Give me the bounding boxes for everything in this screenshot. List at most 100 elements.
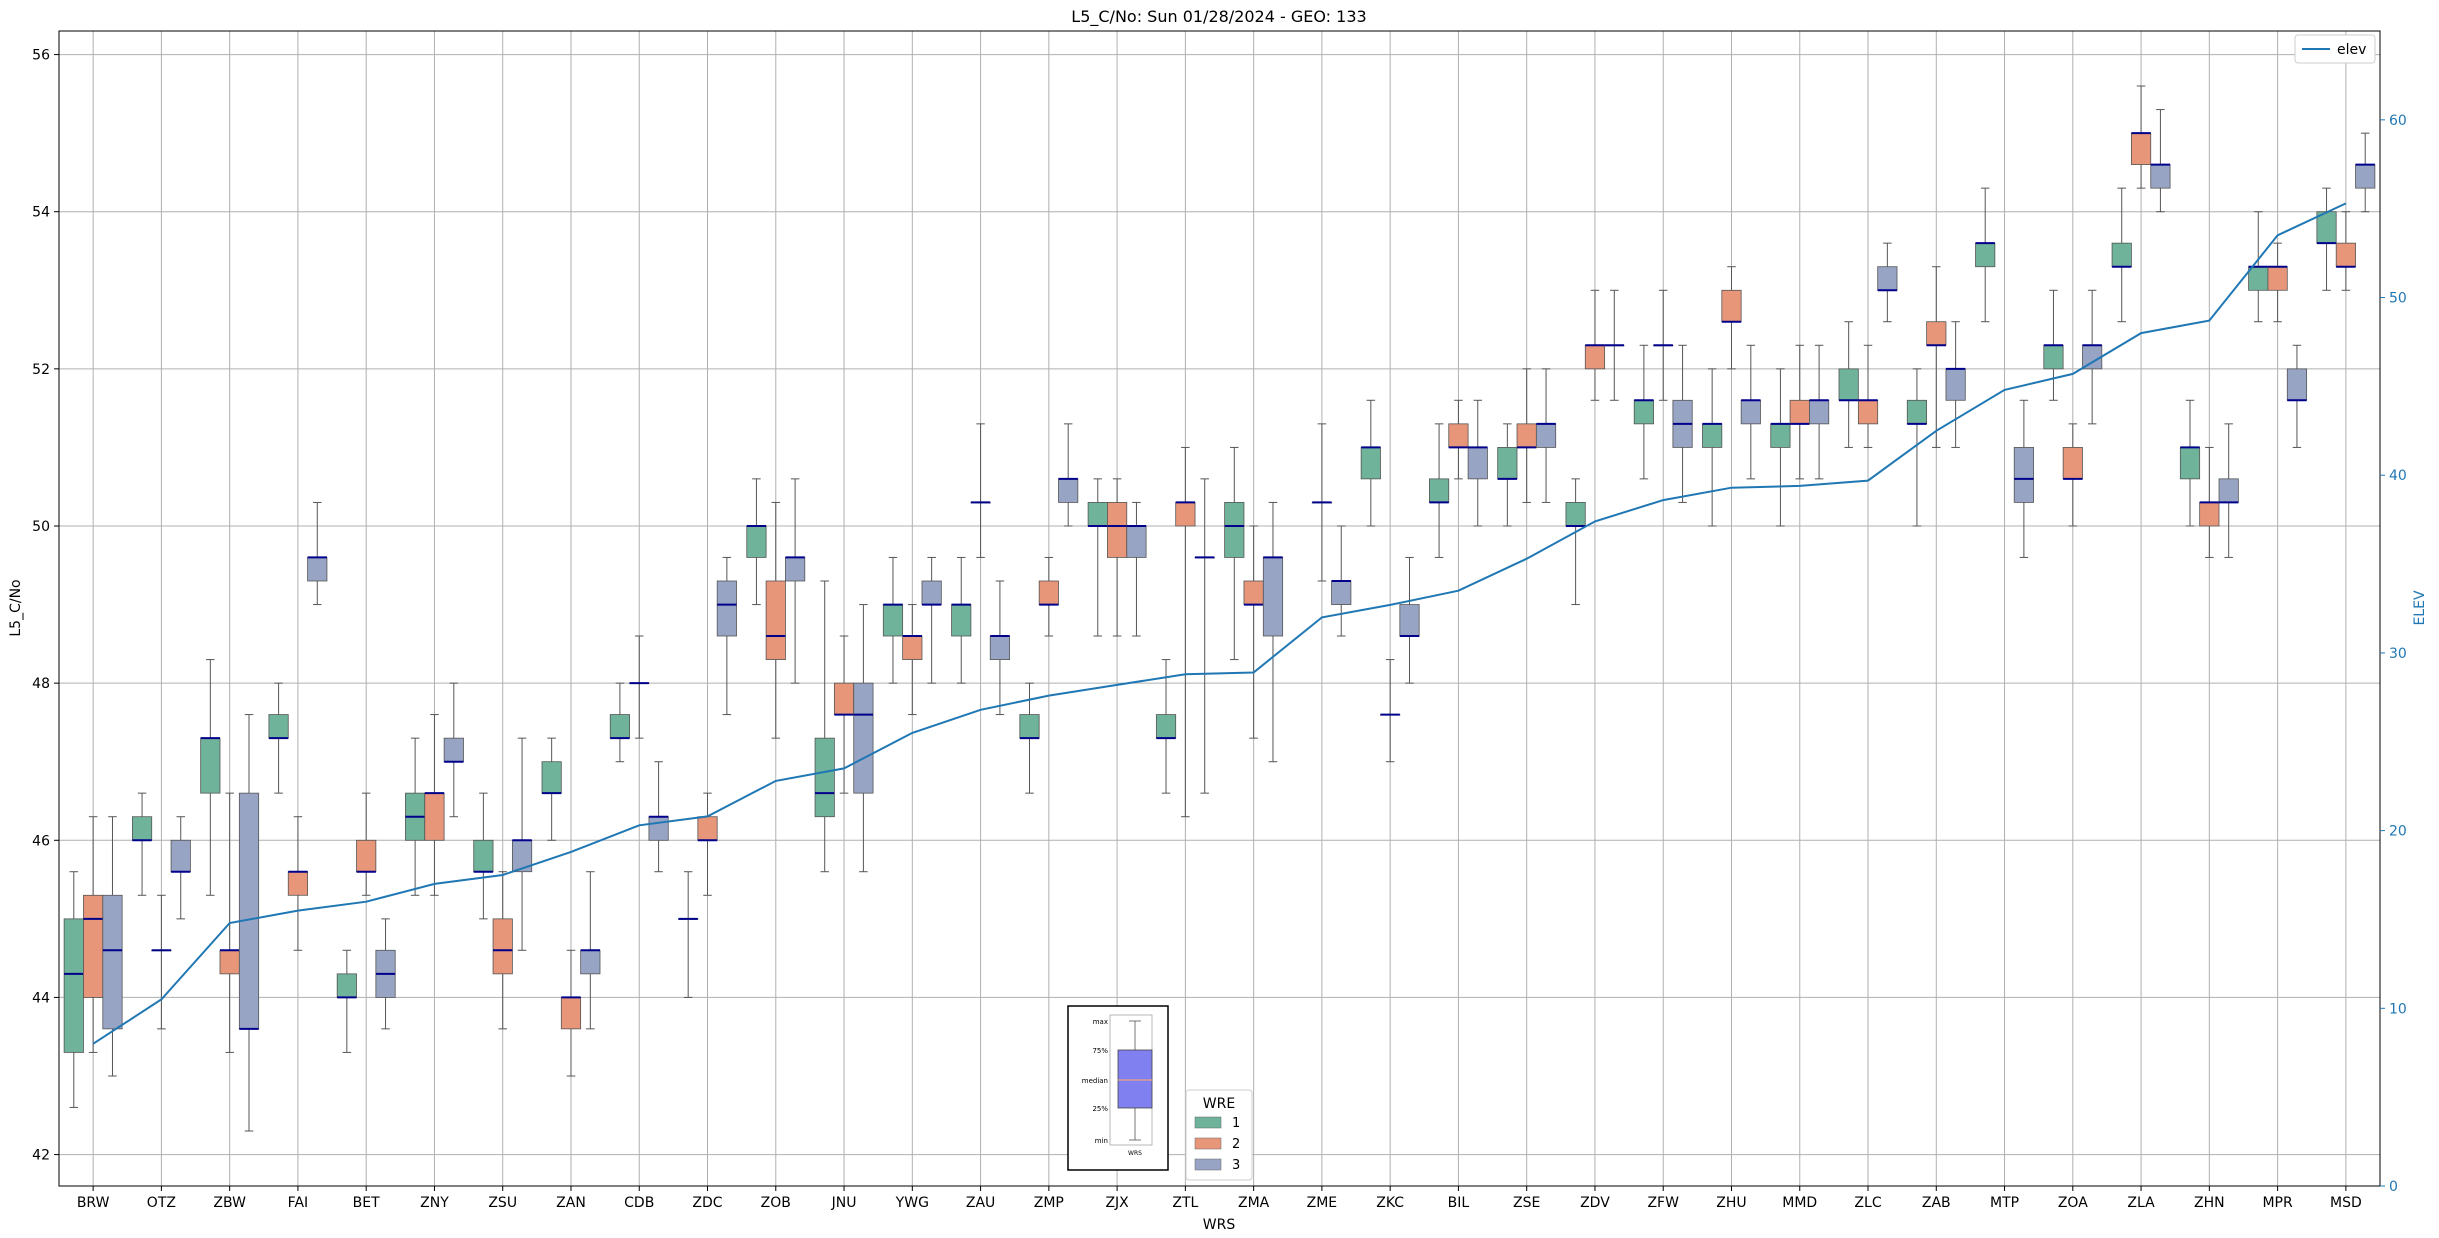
box-iqr	[951, 604, 972, 637]
x-tick-label: ZJX	[1105, 1195, 1129, 1211]
y-tick-label: 56	[32, 48, 50, 64]
x-tick-label: ZMA	[1238, 1195, 1270, 1211]
x-tick-label: ZSE	[1513, 1195, 1540, 1211]
box-iqr	[1087, 502, 1108, 527]
box-plot-zfw-wre2	[1653, 289, 1674, 401]
box-iqr	[83, 894, 104, 998]
box-iqr	[1126, 525, 1147, 558]
box-iqr	[1399, 604, 1420, 637]
box-plot-bet-wre3	[375, 918, 396, 1030]
y2-tick-label: 60	[2389, 113, 2407, 129]
box-plot-ztl-wre3	[1194, 478, 1215, 794]
box-iqr	[2131, 132, 2152, 165]
box-iqr	[1497, 447, 1518, 480]
box-plot-zse-wre2	[1516, 368, 1537, 503]
box-iqr	[1058, 478, 1079, 503]
box-plot-mmd-wre2	[1789, 344, 1810, 480]
y2-tick-label: 30	[2389, 646, 2407, 662]
plot-frame	[58, 30, 2381, 1187]
box-plot-zhu-wre1	[1702, 368, 1723, 527]
box-iqr	[307, 557, 328, 582]
x-tick-label: ZBW	[213, 1195, 246, 1211]
y-tick-label: 54	[32, 205, 50, 221]
box-iqr	[1809, 399, 1830, 425]
box-plot-bil-wre3	[1467, 399, 1488, 527]
box-iqr	[473, 839, 494, 873]
box-plot-ztl-wre1	[1155, 659, 1177, 794]
box-plot-zla-wre1	[2111, 187, 2132, 323]
x-axis-label: WRS	[1203, 1217, 1236, 1233]
elev-legend: elev	[2294, 34, 2376, 64]
box-iqr	[1584, 344, 1606, 370]
box-plot-fai-wre3	[307, 501, 328, 606]
y-tick-label: 46	[32, 833, 50, 849]
box-plots	[63, 85, 2376, 1132]
y2-tick-label: 40	[2389, 468, 2407, 484]
box-iqr	[1429, 478, 1450, 503]
box-plot-zbw-wre3	[238, 714, 260, 1132]
box-iqr	[785, 557, 806, 582]
box-iqr	[902, 635, 923, 660]
box-plot-zfw-wre3	[1672, 344, 1693, 503]
box-plot-bil-wre1	[1429, 423, 1450, 558]
box-iqr	[1906, 399, 1928, 425]
boxplot-key-box	[1117, 1049, 1153, 1109]
box-plot-zdv-wre3	[1604, 289, 1625, 401]
box-iqr	[1360, 447, 1381, 480]
x-tick-label: ZTL	[1172, 1195, 1198, 1211]
x-tick-label: MTP	[1990, 1195, 2019, 1211]
box-plot-zdc-wre2	[697, 792, 718, 896]
box-iqr	[580, 949, 601, 975]
box-plot-zma-wre3	[1262, 501, 1284, 763]
box-iqr	[200, 737, 221, 794]
x-tick-label: ZNY	[420, 1195, 449, 1211]
box-iqr	[219, 949, 240, 975]
box-plot-zau-wre1	[951, 556, 972, 684]
x-tick-label: ZAN	[556, 1195, 586, 1211]
box-iqr	[1038, 580, 1059, 605]
wre-legend-label-2: 2	[1232, 1137, 1240, 1152]
x-tick-label: ZHU	[1716, 1195, 1746, 1211]
y-tick-label: 52	[32, 362, 50, 378]
y2-tick-label: 0	[2389, 1179, 2398, 1195]
x-tick-label: OTZ	[147, 1195, 176, 1211]
box-plot-mtp-wre3	[2013, 399, 2034, 558]
box-iqr	[1702, 423, 1723, 448]
box-plot-zsu-wre1	[473, 792, 494, 920]
box-iqr	[1975, 242, 1996, 268]
box-plot-fai-wre1	[268, 682, 289, 794]
box-plot-zfw-wre1	[1633, 344, 1654, 480]
box-iqr	[1945, 368, 1966, 401]
box-plot-zan-wre2	[560, 949, 582, 1077]
box-iqr	[648, 816, 669, 841]
box-plot-zjx-wre2	[1107, 478, 1128, 637]
box-plot-mmd-wre3	[1809, 344, 1830, 480]
x-tick-label: BRW	[77, 1195, 110, 1211]
box-iqr	[1516, 423, 1537, 448]
x-tick-label: ZOA	[2058, 1195, 2088, 1211]
x-tick-label: BIL	[1448, 1195, 1470, 1211]
box-iqr	[814, 737, 835, 818]
boxplot-key-label-min: min	[1095, 1137, 1108, 1145]
box-plot-mtp-wre1	[1975, 187, 1996, 323]
box-plot-bet-wre2	[356, 792, 377, 896]
box-iqr	[1107, 502, 1128, 558]
box-iqr	[356, 839, 377, 873]
box-iqr	[716, 580, 737, 637]
wre-legend: WRE 1 2 3	[1185, 1089, 1253, 1181]
box-iqr	[1224, 502, 1245, 558]
box-iqr	[1770, 423, 1791, 448]
box-iqr	[2248, 266, 2269, 291]
box-plot-cdb-wre1	[609, 682, 630, 763]
box-iqr	[1448, 423, 1469, 448]
box-iqr	[443, 737, 464, 763]
box-plot-otz-wre1	[131, 792, 153, 896]
box-iqr	[1175, 502, 1196, 527]
box-plot-zoa-wre2	[2062, 423, 2083, 527]
box-iqr	[2179, 447, 2201, 480]
box-plot-zlc-wre1	[1838, 321, 1859, 448]
box-plot-brw-wre3	[102, 816, 123, 1077]
box-iqr	[2267, 266, 2288, 291]
box-plot-mpr-wre3	[2286, 344, 2308, 448]
box-iqr	[765, 580, 786, 660]
